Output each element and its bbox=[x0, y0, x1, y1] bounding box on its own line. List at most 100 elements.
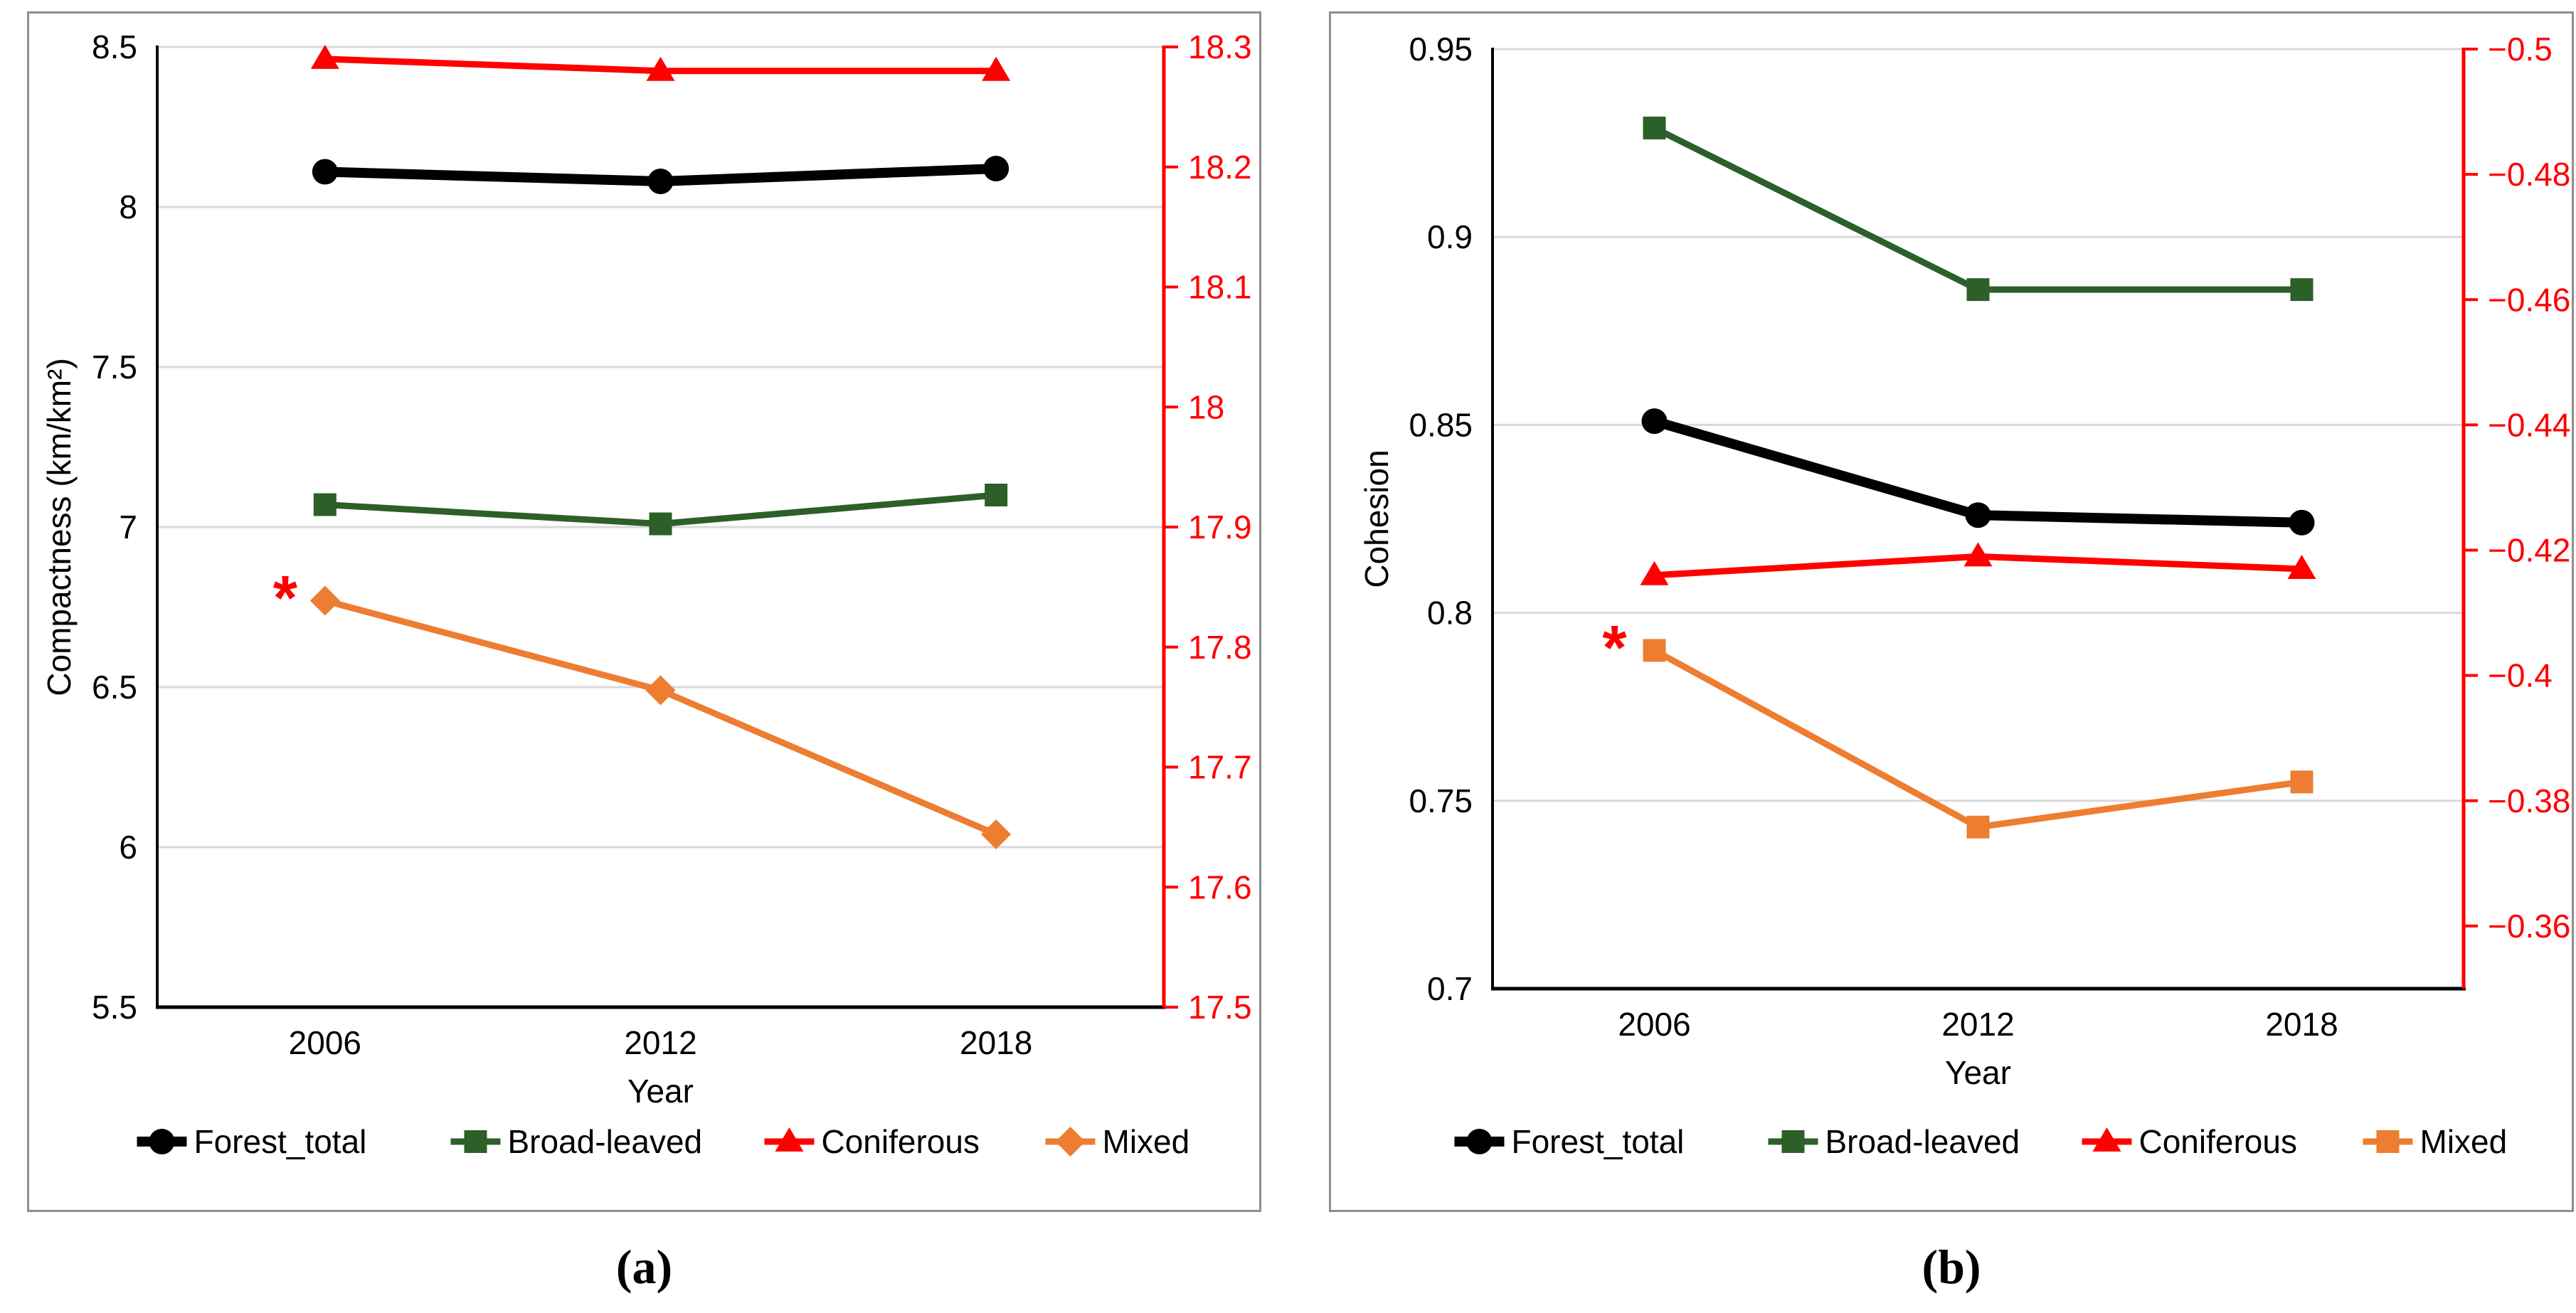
chart-b-svg: 0.95 0.9 0.85 0.8 0.75 0.7 −0.5 −0.48 −0.46 −0.44… bbox=[1358, 31, 2570, 1160]
right-tick-label: −0.46 bbox=[2488, 281, 2570, 318]
legend-label: Forest_total bbox=[194, 1123, 367, 1160]
right-tick-label: −0.48 bbox=[2488, 156, 2570, 193]
series-marker-square bbox=[2290, 278, 2313, 302]
legend-label: Broad-leaved bbox=[508, 1123, 703, 1160]
left-tick-label: 0.85 bbox=[1409, 406, 1473, 443]
legend-label: Mixed bbox=[1103, 1123, 1190, 1160]
series-marker-triangle bbox=[310, 44, 339, 69]
series-marker-square bbox=[649, 512, 672, 536]
left-tick-label: 8 bbox=[119, 188, 137, 225]
right-tick-label: −0.42 bbox=[2488, 532, 2570, 569]
right-tick-label: 17.7 bbox=[1188, 749, 1252, 786]
legend: Forest_total Broad-leaved Coniferous Mixed bbox=[137, 1123, 1190, 1160]
x-tick-labels: 2006 2012 2018 bbox=[1618, 1006, 2338, 1043]
legend-marker-square bbox=[464, 1130, 487, 1153]
legend-item-coniferous: Coniferous bbox=[764, 1123, 980, 1160]
legend-label: Coniferous bbox=[822, 1123, 980, 1160]
legend-item-broad-leaved: Broad-leaved bbox=[1768, 1123, 2020, 1160]
series-marker-diamond bbox=[981, 819, 1012, 849]
left-tick-label: 8.5 bbox=[92, 28, 137, 65]
right-tick-label: 17.8 bbox=[1188, 629, 1252, 666]
right-tick-label: 18.2 bbox=[1188, 149, 1252, 186]
caption-b: (b) bbox=[1922, 1240, 1981, 1294]
series-marker-circle bbox=[1641, 408, 1668, 435]
legend-marker-square bbox=[1781, 1130, 1805, 1153]
right-tick-label: −0.44 bbox=[2488, 406, 2570, 443]
significance-asterisk: * bbox=[1602, 612, 1627, 682]
x-tick-label: 2012 bbox=[1941, 1006, 2014, 1043]
legend-marker-triangle bbox=[775, 1127, 804, 1152]
series-marker-triangle bbox=[2287, 554, 2316, 579]
significance-asterisk: * bbox=[273, 563, 298, 633]
legend-label: Forest_total bbox=[1512, 1123, 1685, 1160]
gridlines bbox=[1493, 48, 2464, 802]
x-tick-label: 2018 bbox=[2265, 1006, 2338, 1043]
x-tick-label: 2012 bbox=[624, 1024, 696, 1061]
series-marker-square bbox=[1643, 639, 1666, 662]
series-marker-triangle bbox=[1640, 560, 1669, 585]
series-coniferous bbox=[310, 44, 1011, 81]
y-axis-title: Cohesion bbox=[1358, 450, 1395, 588]
right-tick-labels: 18.3 18.2 18.1 18 17.9 17.8 17.7 17.6 17.5 bbox=[1164, 28, 1252, 1026]
series-marker-square bbox=[1966, 815, 1990, 839]
legend-item-mixed: Mixed bbox=[1045, 1123, 1190, 1160]
right-tick-label: −0.5 bbox=[2488, 31, 2553, 68]
series-marker-square bbox=[313, 493, 336, 516]
right-tick-label: 18 bbox=[1188, 388, 1224, 425]
legend: Forest_total Broad-leaved Coniferous Mixed bbox=[1454, 1123, 2508, 1160]
series-marker-square bbox=[985, 484, 1008, 506]
series-broad-leaved bbox=[1643, 116, 2313, 302]
left-tick-labels: 0.95 0.9 0.85 0.8 0.75 0.7 bbox=[1409, 31, 1473, 1007]
legend-item-mixed: Mixed bbox=[2363, 1123, 2508, 1160]
x-tick-labels: 2006 2012 2018 bbox=[289, 1024, 1033, 1061]
series-line bbox=[1653, 124, 2302, 293]
right-tick-label: −0.38 bbox=[2488, 782, 2570, 819]
legend-item-broad-leaved: Broad-leaved bbox=[450, 1123, 703, 1160]
right-tick-label: 17.6 bbox=[1188, 868, 1252, 905]
left-tick-label: 7 bbox=[119, 509, 137, 546]
left-tick-label: 0.75 bbox=[1409, 782, 1473, 819]
series-marker-circle bbox=[312, 159, 338, 185]
right-tick-label: 18.1 bbox=[1188, 269, 1252, 306]
legend-marker-triangle bbox=[2092, 1127, 2121, 1152]
legend-marker-circle bbox=[149, 1129, 175, 1154]
series-marker-diamond bbox=[309, 585, 340, 616]
x-tick-label: 2018 bbox=[960, 1024, 1032, 1061]
right-tick-label: 17.9 bbox=[1188, 509, 1252, 546]
left-tick-label: 7.5 bbox=[92, 349, 137, 386]
left-tick-label: 6 bbox=[119, 829, 137, 866]
chart-panel-a: 8.5 8 7.5 7 6.5 6 5.5 18.3 18.2 18.1 18 17.9 17.8 17.… bbox=[27, 11, 1261, 1212]
left-tick-label: 0.8 bbox=[1427, 595, 1473, 632]
x-axis-title: Year bbox=[627, 1073, 694, 1110]
series-marker-square bbox=[2290, 770, 2313, 794]
series-broad-leaved bbox=[313, 484, 1008, 536]
right-tick-label: −0.36 bbox=[2488, 908, 2570, 945]
left-tick-label: 5.5 bbox=[92, 989, 137, 1026]
x-tick-label: 2006 bbox=[1618, 1006, 1690, 1043]
series-marker-square bbox=[1966, 278, 1990, 302]
right-tick-label: 18.3 bbox=[1188, 28, 1252, 65]
chart-a-svg: 8.5 8 7.5 7 6.5 6 5.5 18.3 18.2 18.1 18 17.9 17.8 17.… bbox=[41, 28, 1252, 1160]
legend-item-forest-total: Forest_total bbox=[137, 1123, 367, 1160]
right-tick-labels: −0.5 −0.48 −0.46 −0.44 −0.42 −0.4 −0.38 −0.36 bbox=[2464, 31, 2570, 945]
x-tick-label: 2006 bbox=[289, 1024, 361, 1061]
axes bbox=[1491, 48, 2466, 991]
legend-item-forest-total: Forest_total bbox=[1454, 1123, 1685, 1160]
series-coniferous bbox=[1640, 542, 2316, 585]
y-axis-title: Compactness (km/km²) bbox=[41, 358, 78, 696]
series-forest-total bbox=[1641, 408, 2315, 536]
series-marker-triangle bbox=[982, 56, 1011, 81]
legend-marker-square bbox=[2376, 1130, 2400, 1153]
left-tick-label: 0.95 bbox=[1409, 31, 1473, 68]
left-tick-label: 0.9 bbox=[1427, 218, 1473, 255]
series-mixed bbox=[1643, 639, 2313, 839]
left-tick-label: 6.5 bbox=[92, 669, 137, 706]
legend-marker-circle bbox=[1466, 1129, 1493, 1154]
x-axis-title: Year bbox=[1945, 1054, 2011, 1091]
series-marker-circle bbox=[647, 169, 674, 194]
series-marker-circle bbox=[1965, 502, 1991, 528]
legend-label: Coniferous bbox=[2139, 1123, 2297, 1160]
legend-label: Mixed bbox=[2420, 1123, 2508, 1160]
series-marker-triangle bbox=[1963, 542, 1993, 567]
